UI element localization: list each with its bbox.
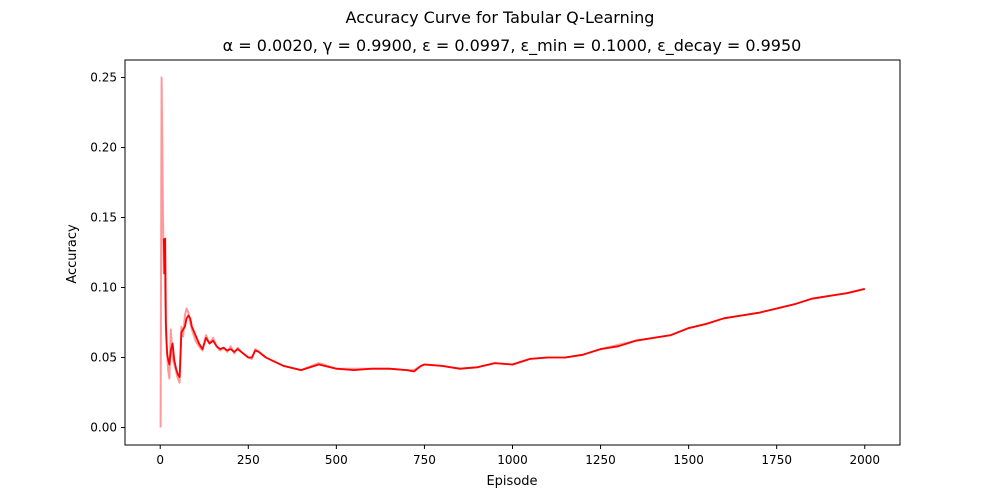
series-line-smoothed bbox=[162, 237, 866, 379]
x-tick-label: 1000 bbox=[497, 453, 528, 467]
y-tick-label: 0.25 bbox=[90, 71, 117, 85]
y-tick-label: 0.00 bbox=[90, 421, 117, 435]
x-tick-label: 750 bbox=[413, 453, 436, 467]
x-tick-label: 1250 bbox=[585, 453, 616, 467]
y-tick-label: 0.10 bbox=[90, 281, 117, 295]
x-tick-label: 2000 bbox=[849, 453, 880, 467]
x-tick-label: 1750 bbox=[761, 453, 792, 467]
x-tick-label: 250 bbox=[237, 453, 260, 467]
y-axis-label: Accuracy bbox=[65, 224, 80, 284]
series-group bbox=[159, 76, 866, 428]
x-tick-label: 1500 bbox=[673, 453, 704, 467]
y-tick-label: 0.05 bbox=[90, 351, 117, 365]
x-tick-label: 0 bbox=[156, 453, 164, 467]
chart-title: Accuracy Curve for Tabular Q-Learning bbox=[346, 8, 655, 27]
plot-frame bbox=[124, 59, 901, 446]
x-axis-label: Episode bbox=[486, 474, 537, 489]
y-tick-label: 0.15 bbox=[90, 211, 117, 225]
chart-subtitle: α = 0.0020, γ = 0.9900, ε = 0.0997, ε_mi… bbox=[223, 36, 802, 56]
x-tick-label: 500 bbox=[325, 453, 348, 467]
series-line-raw bbox=[159, 76, 866, 428]
y-tick-label: 0.20 bbox=[90, 141, 117, 155]
ticks-group: 0 250 500 750 1000 1250 1500 1750 2000 0.00 0.05 0.… bbox=[90, 71, 880, 468]
